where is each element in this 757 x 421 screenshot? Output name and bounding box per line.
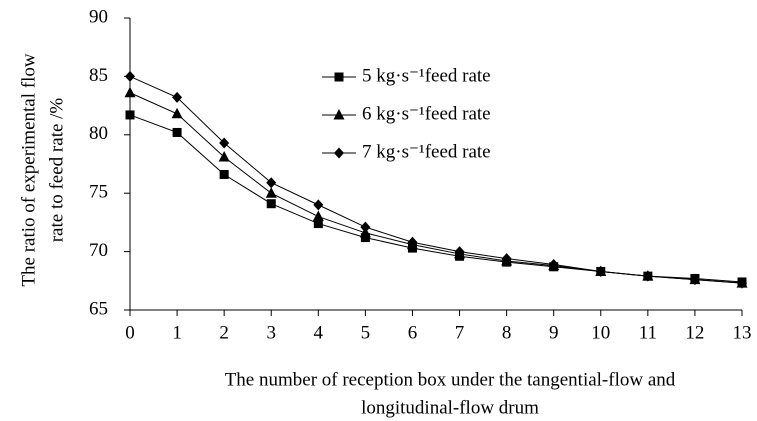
data-point — [548, 258, 559, 270]
data-point — [737, 277, 747, 289]
data-point — [360, 233, 370, 243]
x-tick-label: 8 — [502, 322, 512, 343]
x-tick-label: 11 — [639, 322, 657, 343]
legend-label: 5 kg·s⁻¹feed rate — [362, 65, 491, 86]
data-point — [219, 170, 229, 180]
legend-marker — [334, 147, 344, 159]
x-tick-label: 6 — [408, 322, 418, 343]
x-tick-label: 3 — [266, 322, 276, 343]
x-tick-label: 4 — [314, 322, 324, 343]
x-tick-label: 2 — [219, 322, 229, 343]
data-point — [360, 221, 371, 233]
y-axis-label: The ratio of experimental flow — [18, 53, 39, 286]
x-axis-label: longitudinal-flow drum — [361, 397, 539, 418]
data-point — [172, 127, 182, 137]
data-point — [172, 91, 183, 103]
data-point — [218, 150, 230, 162]
data-point — [312, 210, 324, 222]
y-tick-label: 80 — [89, 123, 108, 144]
x-tick-label: 0 — [125, 322, 135, 343]
series-line — [129, 75, 743, 284]
y-tick-label: 85 — [89, 65, 108, 86]
data-point — [595, 265, 606, 277]
x-axis-label: The number of reception box under the ta… — [225, 369, 676, 390]
data-point — [313, 199, 324, 211]
x-tick-label: 9 — [549, 322, 559, 343]
legend-marker — [334, 72, 344, 82]
data-point — [219, 137, 230, 149]
y-tick-label: 90 — [89, 6, 108, 27]
x-tick-label: 1 — [172, 322, 182, 343]
x-tick-label: 10 — [591, 322, 610, 343]
data-point — [266, 199, 276, 209]
data-point — [313, 219, 323, 229]
data-point — [689, 274, 700, 286]
legend-label: 7 kg·s⁻¹feed rate — [362, 141, 491, 162]
data-point — [171, 107, 183, 119]
x-tick-label: 5 — [361, 322, 371, 343]
y-tick-label: 65 — [89, 298, 108, 319]
y-tick-label: 75 — [89, 182, 108, 203]
series-line — [129, 114, 743, 283]
data-point — [454, 246, 465, 258]
legend-marker — [333, 109, 345, 120]
x-tick-label: 7 — [455, 322, 465, 343]
data-point — [501, 253, 512, 265]
data-point — [266, 177, 277, 189]
data-point — [124, 86, 136, 98]
y-tick-label: 70 — [89, 240, 108, 261]
x-tick-label: 13 — [733, 322, 752, 343]
data-point — [642, 270, 653, 282]
data-point — [265, 187, 277, 198]
legend-label: 6 kg·s⁻¹feed rate — [362, 103, 491, 124]
y-axis-label: rate to feed rate /% — [46, 98, 67, 243]
x-tick-label: 12 — [685, 322, 704, 343]
data-point — [407, 236, 418, 248]
data-point — [125, 70, 135, 82]
data-point — [125, 110, 135, 120]
